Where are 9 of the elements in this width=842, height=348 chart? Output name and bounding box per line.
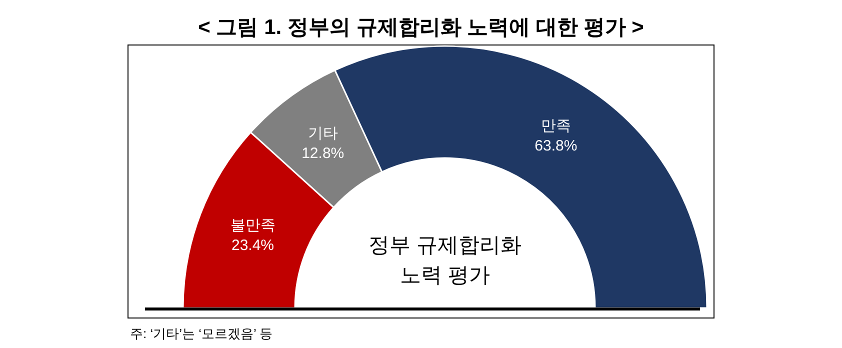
data-label: 23.4% xyxy=(231,236,274,254)
text: 주: ‘기타’는 ‘모르겠음’ 등 xyxy=(130,326,273,341)
slice-label: 불만족 xyxy=(230,216,276,234)
chart-title: < 그림 1. 정부의 규제합리화 노력에 대한 평가 > xyxy=(198,16,644,39)
text: 정부 규제합리화 노력 평가 xyxy=(368,234,522,287)
slice-label: 만족 xyxy=(540,117,571,134)
data-label: 63.8% xyxy=(534,137,578,154)
data-label: 12.8% xyxy=(302,145,344,162)
slice-label: 기타 xyxy=(308,125,338,142)
